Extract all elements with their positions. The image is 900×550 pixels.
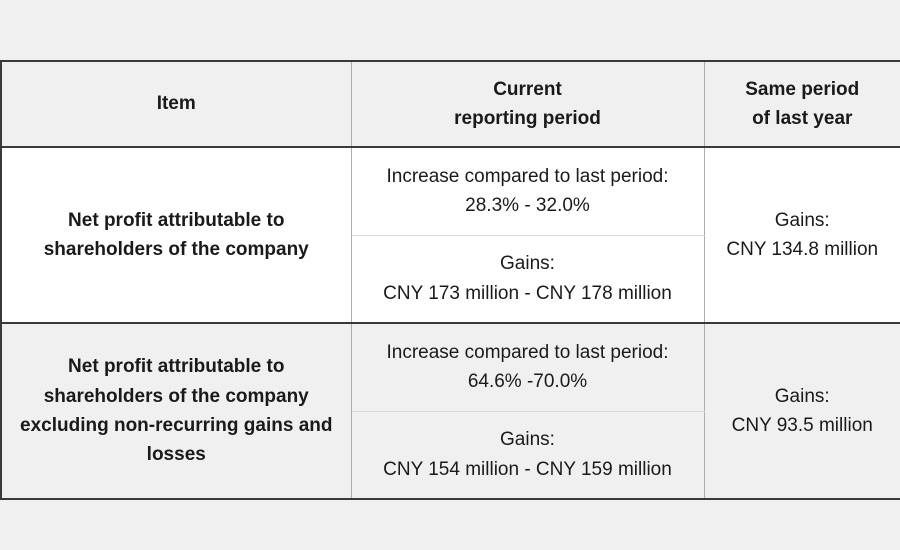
row2-last-year-gains-cell: Gains: CNY 93.5 million: [704, 323, 900, 499]
header-current-reporting-period: Current reporting period: [351, 61, 705, 148]
row1-item-cell: Net profit attributable to shareholders …: [1, 147, 352, 324]
header-same-period-last-year: Same period of last year: [704, 61, 900, 148]
row1-current-increase-cell: Increase compared to last period: 28.3% …: [351, 147, 705, 236]
row1-last-year-gains-cell: Gains: CNY 134.8 million: [704, 147, 900, 324]
row2-current-increase-cell: Increase compared to last period: 64.6% …: [351, 323, 705, 412]
financial-results-table: Item Current reporting period Same perio…: [0, 60, 900, 500]
row1-current-gains-cell: Gains: CNY 173 million - CNY 178 million: [351, 235, 705, 324]
header-item: Item: [1, 61, 352, 148]
row2-item-cell: Net profit attributable to shareholders …: [1, 323, 352, 499]
row2-current-gains-cell: Gains: CNY 154 million - CNY 159 million: [351, 411, 705, 499]
